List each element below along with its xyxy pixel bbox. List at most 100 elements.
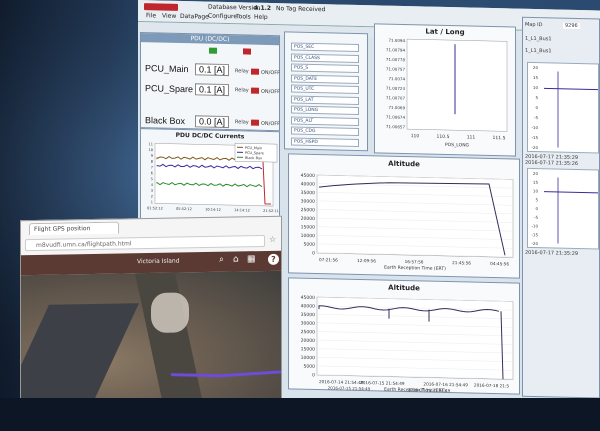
address-bar[interactable]: m8vudfi.umn.ca/flightpath.html <box>25 235 265 252</box>
bookmark-star-icon[interactable]: ☆ <box>269 234 277 244</box>
altitude-ytick: 35000 <box>301 312 315 318</box>
latlong-ytick: 71.00757 <box>386 66 406 71</box>
menu-tools[interactable]: Tools <box>236 13 251 21</box>
altitude-gridline <box>317 296 513 302</box>
altitude-xtick-secondary: 2016-07-16 21:54:49 <box>408 387 451 393</box>
screen-bezel <box>0 398 600 431</box>
latlong-plot-area <box>406 38 508 132</box>
flight-path <box>170 370 281 378</box>
pdu-ytick: 4 <box>151 183 154 187</box>
db-version-label: Database Version <box>208 3 261 12</box>
altitude-gridline <box>317 331 513 337</box>
grid-icon[interactable]: ▦ <box>247 254 256 265</box>
altitude-xtick: 16:57:56 <box>405 259 424 264</box>
altitude-gridline <box>317 348 513 354</box>
pdu-off-switch[interactable] <box>243 48 251 55</box>
altitude-ytick: 0 <box>312 250 315 256</box>
logo-badge <box>144 3 178 11</box>
gps-field-pos-utc: POS_UTC <box>291 84 359 95</box>
right-series <box>544 191 598 194</box>
pdu-xtick: 01:52:12 <box>147 206 163 210</box>
altitude-gridline <box>317 209 513 215</box>
menu-file[interactable]: File <box>146 12 157 20</box>
black-box-off-switch[interactable] <box>251 119 259 126</box>
altitude-xtick: 2016-07-15 21:54:49 <box>360 380 405 386</box>
black-box-onoff[interactable]: ON/OFF <box>261 120 281 128</box>
gps-fields-panel: POS_SEC POS_CLASS POS_S POS_DATE POS_UTC POS_… <box>284 31 368 152</box>
altitude-series <box>318 182 506 256</box>
right-date-2: 2016-07-17 21:35:26 <box>525 159 579 167</box>
menu-view[interactable]: View <box>162 12 177 20</box>
altitude-xtick: 2016-07-18 21:5 <box>474 383 509 389</box>
right-ytick: -15 <box>531 232 538 237</box>
pdu-ytick: 1 <box>151 200 153 204</box>
pdu-xtick: 14:14:12 <box>234 208 250 212</box>
pdu-legend <box>234 142 278 163</box>
pdu-drop-line <box>262 161 271 205</box>
altitude-ytick: 0 <box>312 372 315 378</box>
latlong-xlabel: POS_LONG <box>445 142 470 149</box>
pcu-main-onoff[interactable]: ON/OFF <box>261 69 281 77</box>
altitude-panel-top: Altitude 45000 40000 35000 30000 25000 20000 1… <box>288 153 520 279</box>
pdu-ytick: 10 <box>149 148 153 152</box>
pcu-main-relay-label: Relay <box>235 68 249 75</box>
pdu-on-switch[interactable] <box>209 47 217 54</box>
right-date-3: 2016-07-17 21:35:29 <box>525 249 579 257</box>
browser-tab[interactable]: Flight GPS position <box>29 221 119 236</box>
pdu-legend-label: Black Box <box>245 156 262 160</box>
altitude-gridline <box>317 235 513 240</box>
pdu-ytick: 7 <box>151 165 153 169</box>
home-icon[interactable]: ⌂ <box>233 254 239 265</box>
altitude-ytick: 30000 <box>301 198 315 204</box>
altitude-gridline <box>317 192 513 197</box>
right-ytick: 0 <box>535 105 538 110</box>
pcu-main-label: PCU_Main <box>145 63 189 75</box>
latlong-ytick: 71.0094 <box>388 38 405 43</box>
right-chart-b-svg: 20 15 10 5 0 -5 -10 -15 -20 <box>531 171 598 246</box>
right-panel: Map ID 9296 1_L1_Bus1 1_L1_Bus1 20 15 10 5 0… <box>522 16 600 399</box>
right-ytick: -15 <box>531 135 538 140</box>
altitude-series <box>318 305 504 380</box>
gps-field-pos-alt: POS_ALT <box>291 115 359 126</box>
help-icon[interactable]: ? <box>268 253 279 265</box>
menu-configure[interactable]: Configure <box>208 12 238 21</box>
altitude-ytick: 45000 <box>301 295 315 301</box>
search-icon[interactable]: ⌕ <box>219 254 225 265</box>
pcu-main-off-switch[interactable] <box>251 68 259 75</box>
altitude-xtick: 2016-07-16 21:54:49 <box>423 381 468 387</box>
right-ytick: 0 <box>535 206 538 211</box>
pdu-legend-label: PCU_Main <box>245 146 262 150</box>
altitude-xlabel: Earth Reception Time (ERT) <box>384 265 446 272</box>
altitude-ytick: 45000 <box>301 173 315 179</box>
pdu-series-pcu-spare <box>156 163 263 170</box>
map-place-label: Victoria Island <box>137 257 180 266</box>
right-ytick: 5 <box>535 95 538 100</box>
altitude-ytick: 40000 <box>301 181 315 187</box>
right-ytick: -5 <box>534 215 538 220</box>
altitude-xtick: 2016-07-14 21:54:49 <box>319 379 364 385</box>
pcu-spare-off-switch[interactable] <box>251 87 259 94</box>
right-series <box>544 87 598 91</box>
altitude-ytick: 15000 <box>301 224 315 230</box>
gps-field-pos-s: POS_S <box>291 63 359 74</box>
gps-field-pos-cdg: POS_CDG <box>291 126 359 137</box>
satellite-map[interactable] <box>21 270 281 422</box>
right-ytick: -20 <box>531 241 538 246</box>
altitude-gridline <box>317 243 513 249</box>
pdu-currents-panel: PDU DC/DC Currents 11 10 9 8 7 6 5 4 3 2 1 01:52:12… <box>140 128 280 224</box>
right-ytick: 10 <box>533 188 539 193</box>
pdu-xtick: 05:52:12 <box>176 207 192 211</box>
right-ytick: -20 <box>531 145 538 150</box>
right-chart-a-svg: 20 15 10 5 0 -5 -10 -15 -20 <box>531 65 598 150</box>
pcu-main-value: 0.1 [A] <box>195 63 230 77</box>
pcu-spare-onoff[interactable]: ON/OFF <box>261 88 281 96</box>
right-ytick: 15 <box>533 180 539 185</box>
latlong-chart: 71.0094 71.00794 71.00778 71.00757 71.0074 71… <box>386 38 508 149</box>
altitude-ytick: 25000 <box>301 207 315 213</box>
altitude-gridline <box>317 365 513 371</box>
altitude-top-chart: 45000 40000 35000 30000 25000 20000 15000 10000… <box>301 173 514 272</box>
altitude-xtick: 12:09:56 <box>357 258 376 263</box>
menu-help[interactable]: Help <box>254 13 268 21</box>
menu-datapage[interactable]: DataPage <box>180 12 209 21</box>
gps-field-pos-lat: POS_LAT <box>291 94 359 105</box>
